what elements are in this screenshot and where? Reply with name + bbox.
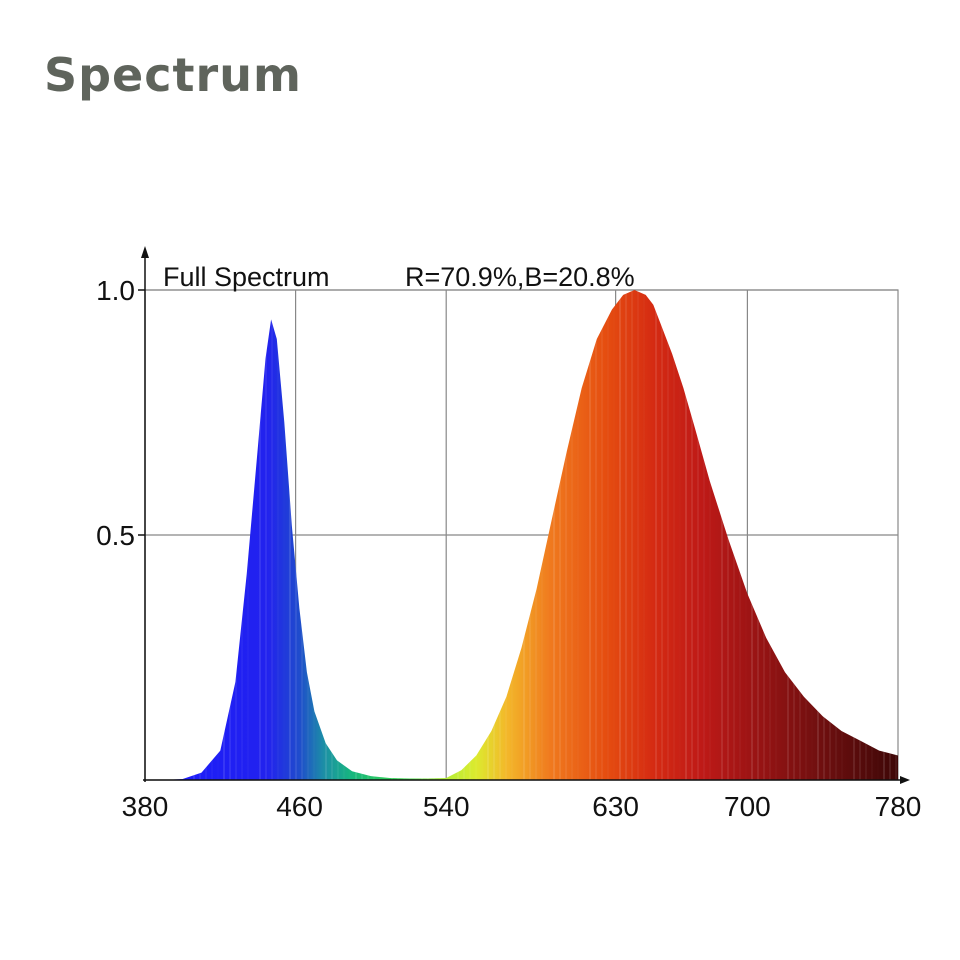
x-tick-label-540: 540 [423,791,470,822]
y-axis-arrow [141,246,149,258]
x-tick-label-380: 380 [122,791,169,822]
tick-labels: 380 460 540 630 700 780 1.0 0.5 [96,275,921,822]
x-tick-label-630: 630 [592,791,639,822]
x-axis-arrow [900,776,910,784]
x-tick-label-780: 780 [875,791,922,822]
x-tick-label-460: 460 [276,791,323,822]
x-tick-label-700: 700 [724,791,771,822]
page-heading: Spectrum [44,48,302,102]
chart-subtitle: R=70.9%,B=20.8% [405,262,635,292]
spectrum-area [145,290,898,780]
axes [138,246,910,784]
y-tick-label-1.0: 1.0 [96,275,135,306]
chart-title: Full Spectrum [163,262,330,292]
y-tick-label-0.5: 0.5 [96,520,135,551]
